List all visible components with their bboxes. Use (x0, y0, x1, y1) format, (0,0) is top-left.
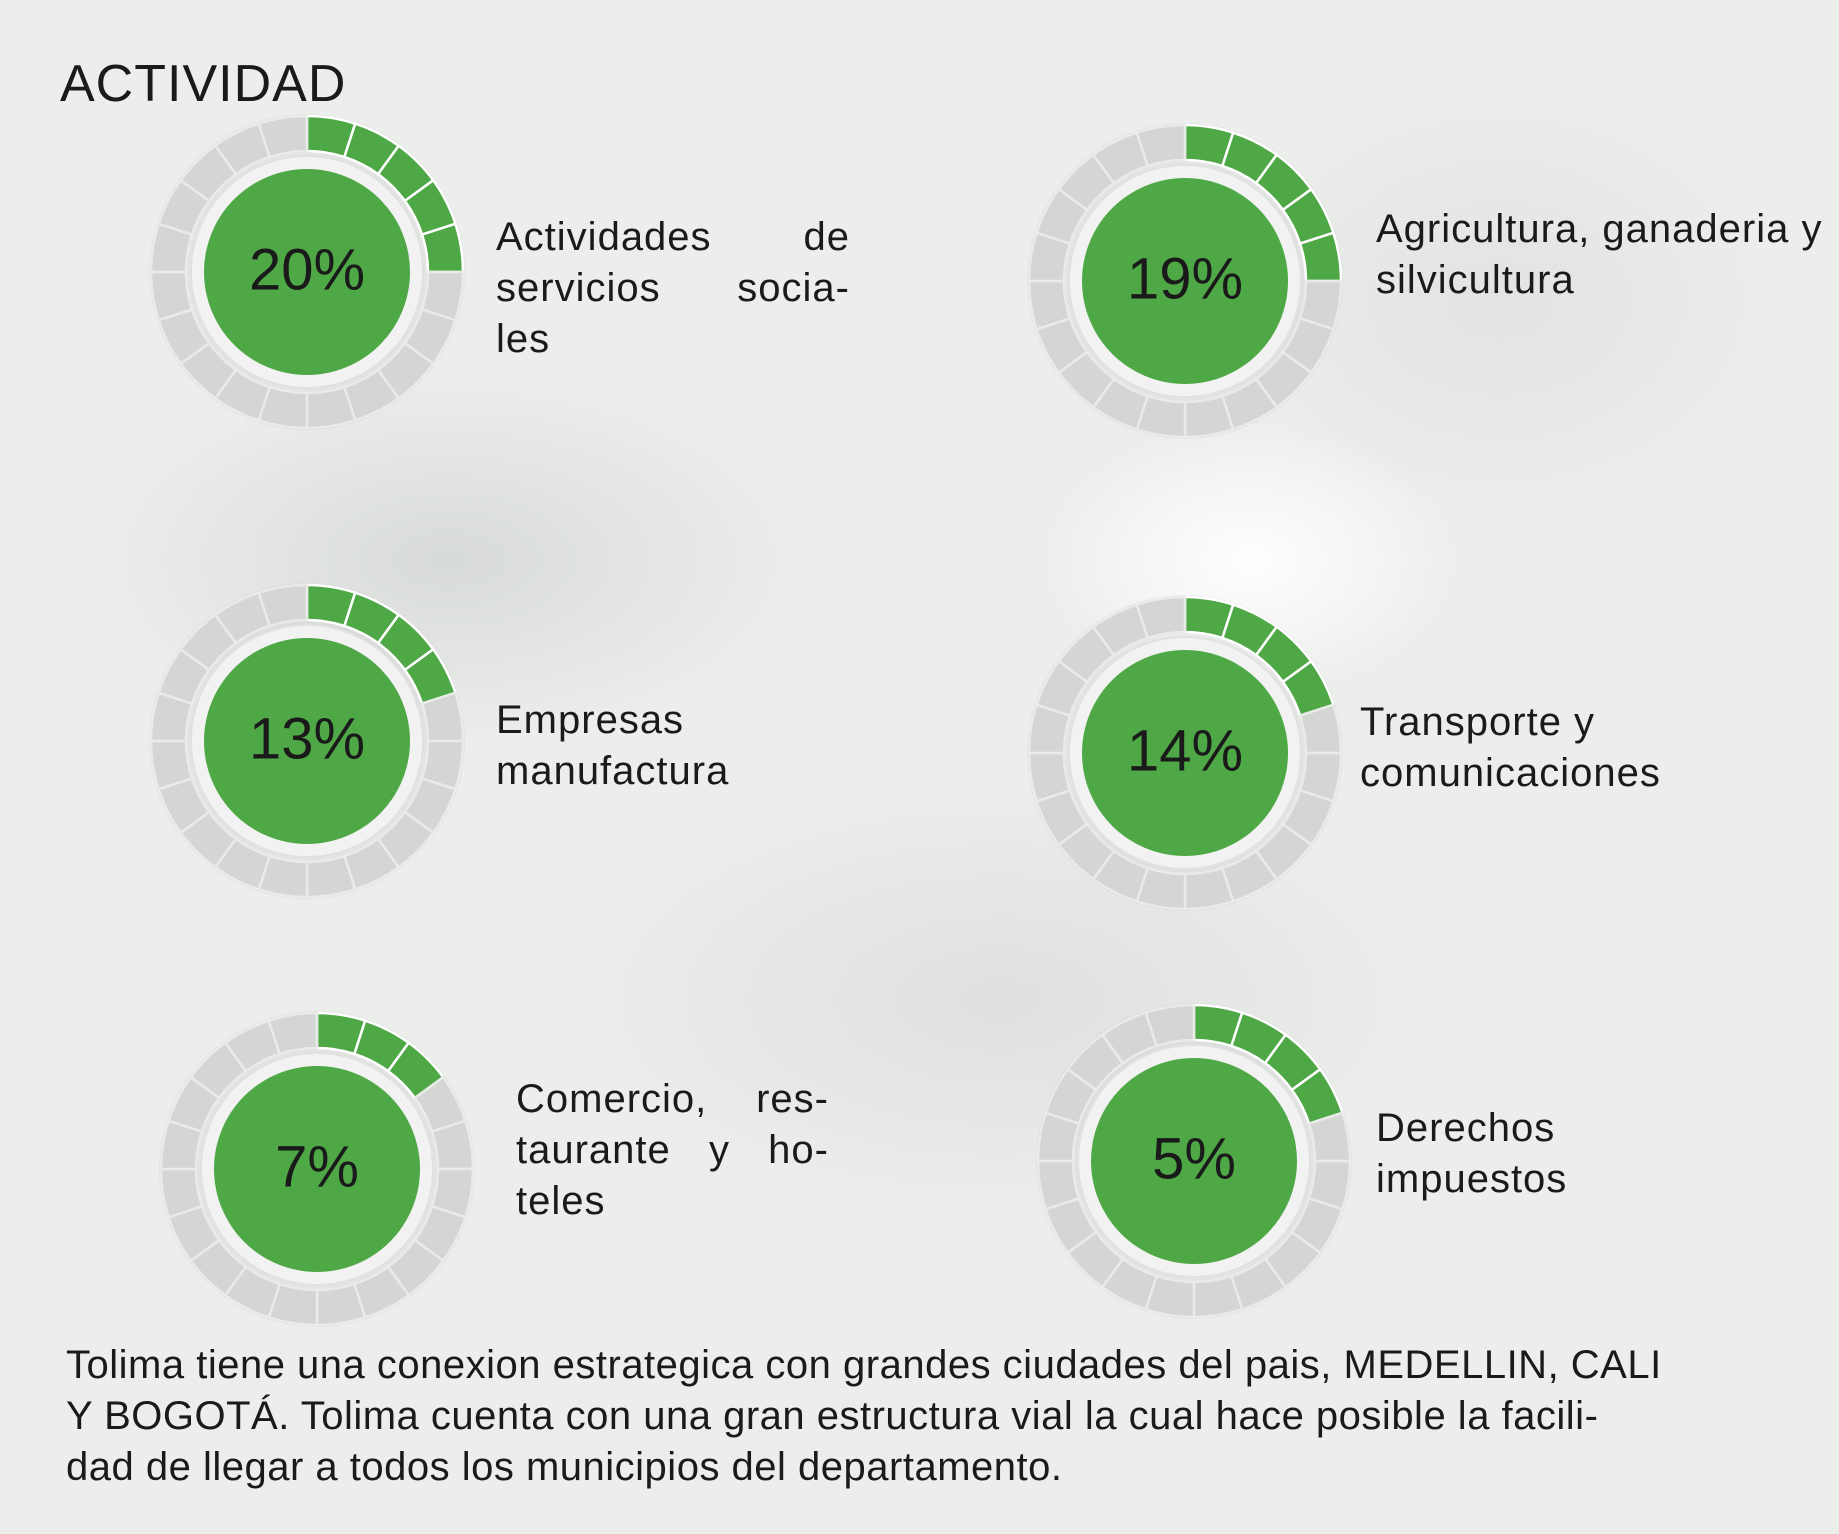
label-line: Empresas (496, 695, 729, 746)
percent: 20% (249, 237, 365, 302)
label-line: Agricultura, ganaderia y (1376, 204, 1822, 255)
label-line: manufactura (496, 746, 729, 797)
percent: 13% (249, 706, 365, 771)
label-line: servicios socia- (496, 263, 850, 314)
percent: 7% (275, 1134, 359, 1199)
label-line: silvicultura (1376, 255, 1822, 306)
item-label: Comercio, res-taurante y ho-teles (516, 1074, 829, 1227)
donut: 20% (149, 114, 465, 430)
percent: 5% (1152, 1126, 1236, 1191)
label-line: Actividades de (496, 212, 850, 263)
percent: 14% (1127, 718, 1243, 783)
donut: 13% (149, 583, 465, 899)
label-line: Transporte y (1360, 697, 1661, 748)
label-line: teles (516, 1176, 829, 1227)
paragraph-line: Y BOGOTÁ. Tolima cuenta con una gran est… (66, 1391, 1662, 1442)
donut: 14% (1027, 595, 1343, 911)
label-line: comunicaciones (1360, 748, 1661, 799)
paragraph-line: Tolima tiene una conexion estrategica co… (66, 1340, 1662, 1391)
label-line: les (496, 314, 850, 365)
label-line: Derechos (1376, 1103, 1567, 1154)
paragraph-line: dad de llegar a todos los municipios del… (66, 1442, 1662, 1493)
donut: 7% (159, 1011, 475, 1327)
paragraph: Tolima tiene una conexion estrategica co… (66, 1340, 1662, 1493)
label-line: impuestos (1376, 1154, 1567, 1205)
label-line: taurante y ho- (516, 1125, 829, 1176)
donut: 19% (1027, 123, 1343, 439)
label-line: Comercio, res- (516, 1074, 829, 1125)
donut: 5% (1036, 1003, 1352, 1319)
percent: 19% (1127, 246, 1243, 311)
page: ACTIVIDAD 20%19%13%14%7%5% Tolima tiene … (0, 0, 1839, 1534)
